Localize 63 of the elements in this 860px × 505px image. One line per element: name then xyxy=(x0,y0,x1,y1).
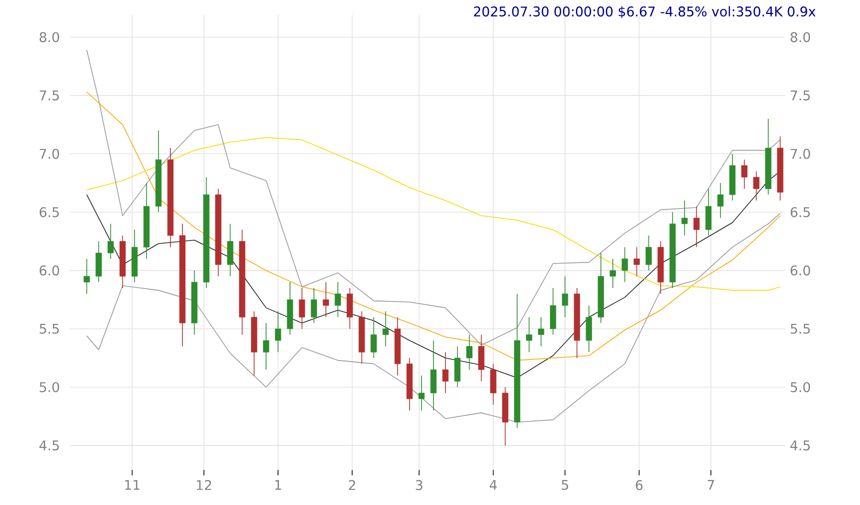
x-tick-label: 11 xyxy=(125,480,140,490)
candlestick xyxy=(753,170,760,201)
candlestick xyxy=(334,282,341,318)
chart-title: 2025.07.30 00:00:00 $6.67 -4.85% vol:350.4K 0.9x xyxy=(474,6,816,18)
candlestick xyxy=(430,340,437,411)
y-tick-label: 5.0 xyxy=(40,382,60,392)
y-tick-label: 5.5 xyxy=(40,324,59,334)
candlestick xyxy=(108,223,114,260)
x-tick-label: 12 xyxy=(196,480,212,490)
candlestick xyxy=(298,288,306,330)
y-tick-label: 6.0 xyxy=(40,265,60,276)
candlestick xyxy=(370,316,377,358)
candlestick xyxy=(322,282,329,318)
x-tick-label: 7 xyxy=(708,480,714,490)
candlestick xyxy=(84,258,90,294)
y-tick-label: 7.5 xyxy=(40,90,59,100)
candlestick xyxy=(346,288,353,330)
candlestick xyxy=(418,375,425,411)
candlestick xyxy=(682,200,688,236)
candlestick xyxy=(263,322,270,370)
x-tick-label: 1 xyxy=(275,480,282,490)
y2-tick-label: 6.0 xyxy=(790,265,810,276)
x-tick-label: 6 xyxy=(636,480,643,490)
candlestick xyxy=(466,334,472,370)
candlestick xyxy=(693,206,700,248)
candlestick xyxy=(490,363,496,406)
line-series xyxy=(86,212,781,423)
y-tick-label: 6.5 xyxy=(40,207,59,218)
y2-tick-label: 7.5 xyxy=(790,90,810,100)
candlestick xyxy=(562,276,568,318)
x-tick-label: 3 xyxy=(416,480,422,490)
y2-tick-label: 7.0 xyxy=(790,148,810,159)
candlestick xyxy=(478,334,484,382)
candlestick xyxy=(717,182,724,218)
line-series xyxy=(86,92,781,361)
candlestick xyxy=(610,258,616,288)
candlestick xyxy=(227,223,234,277)
candlestick xyxy=(741,159,748,190)
y2-tick-label: 5.0 xyxy=(790,382,810,392)
y2-tick-label: 5.5 xyxy=(790,324,810,334)
candlestick xyxy=(96,240,102,283)
candlestick xyxy=(382,310,389,347)
x-tick-label: 2 xyxy=(348,480,356,490)
candlestick xyxy=(442,352,449,394)
candlestick xyxy=(526,316,532,353)
candlestick xyxy=(646,235,652,271)
y2-tick-label: 8.0 xyxy=(790,32,810,42)
candlestick xyxy=(310,288,317,324)
candlestick xyxy=(634,246,640,277)
y2-tick-label: 6.5 xyxy=(790,207,810,218)
y-tick-label: 7.0 xyxy=(40,148,60,159)
y2-tick-label: 4.5 xyxy=(790,440,810,450)
y-tick-label: 8.0 xyxy=(40,32,60,42)
candlestick xyxy=(454,346,460,388)
x-tick-label: 5 xyxy=(562,480,568,490)
x-tick-label: 4 xyxy=(490,480,497,490)
y-tick-label: 4.5 xyxy=(39,440,59,450)
candlestick xyxy=(274,310,282,353)
candlestick xyxy=(622,246,628,283)
candlestick xyxy=(550,288,556,336)
candlestick xyxy=(705,188,712,236)
candlestick xyxy=(586,305,592,353)
candlestick xyxy=(538,316,544,347)
